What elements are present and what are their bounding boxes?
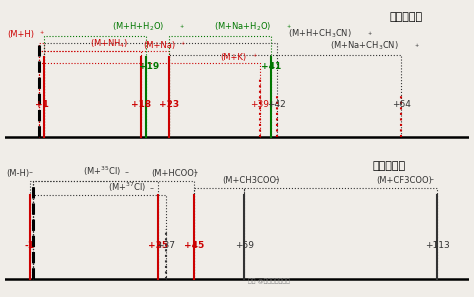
Text: +23: +23	[159, 100, 179, 109]
Text: $^-$: $^-$	[148, 186, 154, 192]
Text: $^+$: $^+$	[144, 42, 150, 48]
Text: -1: -1	[25, 241, 35, 250]
Text: +35: +35	[148, 241, 168, 250]
Text: $^-$: $^-$	[27, 170, 34, 176]
Text: +59: +59	[235, 241, 254, 250]
Text: (M+K): (M+K)	[220, 53, 246, 62]
Text: (M+NH$_4$): (M+NH$_4$)	[90, 37, 128, 50]
Text: $^-$: $^-$	[192, 170, 199, 176]
Text: (M-H): (M-H)	[7, 169, 30, 178]
Text: (M+H+CH$_3$CN): (M+H+CH$_3$CN)	[288, 28, 352, 40]
Text: +45: +45	[184, 241, 204, 250]
Text: +37: +37	[156, 241, 175, 250]
Text: $^+$: $^+$	[366, 32, 373, 38]
Text: (M+Na): (M+Na)	[144, 41, 176, 50]
Text: +39: +39	[250, 100, 269, 109]
Text: $^+$: $^+$	[412, 44, 419, 50]
Text: (M+H): (M+H)	[8, 30, 35, 39]
Text: $^-$: $^-$	[428, 177, 435, 183]
Text: (M+CF3COO): (M+CF3COO)	[376, 176, 432, 186]
Text: $^-$: $^-$	[123, 170, 129, 176]
Text: $^+$: $^+$	[179, 42, 186, 48]
Text: $^+$: $^+$	[251, 53, 258, 59]
Text: (M+Na+H$_2$O): (M+Na+H$_2$O)	[214, 21, 272, 33]
Text: +18: +18	[131, 100, 151, 109]
Text: $^+$: $^+$	[285, 25, 292, 31]
Text: +113: +113	[425, 241, 449, 250]
Text: +64: +64	[392, 100, 410, 109]
Text: (M+CH3COO): (M+CH3COO)	[223, 176, 280, 186]
Text: (M+HCOO): (M+HCOO)	[151, 169, 197, 178]
Text: $^+$: $^+$	[178, 25, 184, 31]
Text: (M+$^{37}$Cl): (M+$^{37}$Cl)	[109, 181, 146, 194]
Text: 正离子模式: 正离子模式	[390, 12, 423, 22]
Text: +19: +19	[139, 62, 159, 71]
Text: $^+$: $^+$	[37, 31, 44, 37]
Text: +42: +42	[267, 100, 286, 109]
Text: 知乎 @质谱测定验证区: 知乎 @质谱测定验证区	[248, 278, 290, 284]
Text: 负离子模式: 负离子模式	[373, 161, 406, 171]
Text: (M+H+H$_2$O): (M+H+H$_2$O)	[112, 21, 164, 33]
Text: +1: +1	[35, 100, 48, 109]
Text: (M+$^{35}$Cl): (M+$^{35}$Cl)	[83, 165, 121, 178]
Text: (M+Na+CH$_3$CN): (M+Na+CH$_3$CN)	[330, 40, 399, 52]
Text: +41: +41	[261, 62, 281, 71]
Text: $^-$: $^-$	[273, 177, 279, 183]
